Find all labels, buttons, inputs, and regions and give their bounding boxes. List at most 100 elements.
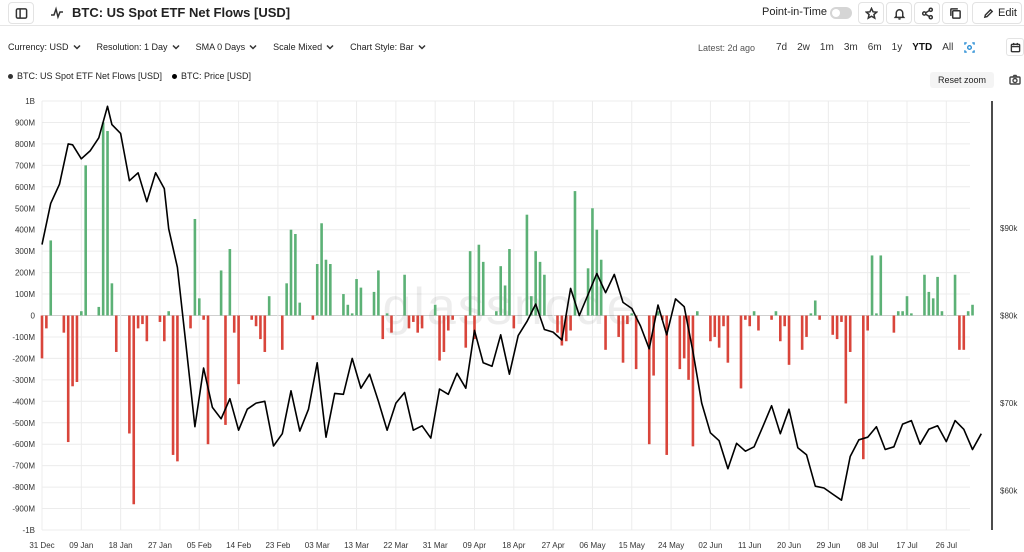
flow-bar: [892, 315, 896, 333]
legend-item-price[interactable]: BTC: Price [USD]: [172, 71, 251, 81]
range-selector: 7d 2w 1m 3m 6m 1y YTD All: [771, 38, 980, 56]
y-tick-label: 600M: [15, 183, 35, 192]
flow-bar: [591, 208, 594, 316]
flow-bar: [569, 315, 572, 331]
flow-bar: [560, 315, 564, 346]
calendar-icon: [1010, 42, 1020, 52]
x-tick-label: 27 Jan: [148, 541, 172, 550]
flow-bar: [953, 274, 957, 316]
flow-bar: [224, 315, 227, 425]
flow-bar: [840, 315, 843, 322]
flow-bar: [84, 165, 87, 316]
y-tick-label: -600M: [12, 440, 35, 449]
latest-update-label: Latest: 2d ago: [698, 43, 756, 53]
flow-bar: [285, 283, 288, 316]
chart-style-dropdown[interactable]: Chart Style: Bar: [350, 42, 426, 52]
flow-bar: [595, 229, 599, 316]
flow-bar: [433, 304, 437, 316]
date-picker-button[interactable]: [1006, 38, 1024, 56]
point-in-time-label: Point-in-Time: [762, 6, 827, 18]
flow-bar: [739, 315, 743, 389]
flow-bar: [97, 306, 101, 316]
flow-bar: [197, 298, 201, 316]
flow-bar: [403, 274, 406, 316]
flow-bar: [359, 287, 363, 316]
duplicate-button[interactable]: [942, 2, 968, 24]
price-tick-label: $60k: [1000, 487, 1018, 496]
x-tick-label: 09 Jan: [69, 541, 93, 550]
flow-bar: [687, 315, 690, 380]
x-tick-label: 11 Jun: [738, 541, 761, 550]
flow-bar: [499, 266, 503, 316]
flow-bar: [237, 315, 240, 385]
flow-bar: [250, 315, 253, 320]
x-tick-label: 15 May: [619, 541, 645, 550]
flow-bar: [695, 311, 699, 316]
y-tick-label: 100M: [15, 290, 35, 299]
flow-bar: [254, 315, 258, 327]
range-ytd[interactable]: YTD: [912, 41, 933, 53]
copy-icon: [949, 7, 961, 19]
chart-style-dropdown-label: Chart Style: Bar: [350, 42, 414, 52]
currency-dropdown[interactable]: Currency: USD: [8, 42, 81, 52]
flow-bar: [114, 315, 118, 352]
flow-bar: [132, 315, 136, 505]
range-2w[interactable]: 2w: [797, 41, 810, 53]
flow-bar: [468, 251, 472, 316]
currency-dropdown-label: Currency: USD: [8, 42, 69, 52]
flow-bar: [564, 315, 568, 342]
legend-item-flows[interactable]: BTC: US Spot ETF Net Flows [USD]: [8, 71, 162, 81]
flow-bar: [617, 315, 620, 337]
range-1y[interactable]: 1y: [891, 41, 903, 53]
flow-bar: [346, 304, 350, 316]
sidebar-toggle-button[interactable]: [8, 2, 34, 24]
y-tick-label: 500M: [15, 204, 35, 213]
sma-dropdown[interactable]: SMA 0 Days: [196, 42, 258, 52]
flow-bar: [556, 315, 559, 333]
flow-bar: [141, 315, 144, 325]
flow-bar: [45, 315, 48, 329]
flow-bar: [412, 315, 415, 322]
share-button[interactable]: [914, 2, 940, 24]
scale-dropdown[interactable]: Scale Mixed: [273, 42, 334, 52]
x-tick-label: 26 Jul: [936, 541, 958, 550]
x-tick-label: 03 Mar: [305, 541, 330, 550]
reset-zoom-button[interactable]: Reset zoom: [930, 72, 994, 88]
y-tick-label: 700M: [15, 161, 35, 170]
flow-bar: [652, 315, 655, 376]
flow-bar: [193, 218, 197, 316]
favorite-button[interactable]: [858, 2, 884, 24]
flow-bar: [75, 315, 79, 382]
chart-plot[interactable]: 1B 900M 800M 700M 600M 500M 400M 300M 200M 100M 0 -…: [0, 92, 1024, 552]
share-icon: [921, 6, 933, 20]
flow-bar: [71, 315, 74, 387]
x-tick-label: 05 Feb: [187, 541, 212, 550]
price-line: [41, 105, 982, 502]
zoom-select-button[interactable]: [958, 38, 980, 56]
flow-bar: [473, 315, 476, 340]
y-tick-label: 900M: [15, 118, 35, 127]
flow-bar: [438, 315, 441, 361]
point-in-time-toggle[interactable]: [830, 7, 852, 19]
flow-bar: [604, 315, 607, 350]
screenshot-button[interactable]: [1006, 71, 1024, 89]
edit-button[interactable]: Edit: [972, 2, 1022, 24]
flow-bar: [875, 313, 878, 316]
top-bar: BTC: US Spot ETF Net Flows [USD] Point-i…: [0, 0, 1024, 26]
sidebar-icon: [15, 7, 27, 19]
chart-legend: BTC: US Spot ETF Net Flows [USD] BTC: Pr…: [8, 71, 251, 81]
range-1m[interactable]: 1m: [819, 41, 834, 53]
range-3m[interactable]: 3m: [843, 41, 858, 53]
flow-bar: [219, 270, 223, 316]
flow-bar: [901, 311, 904, 316]
range-all[interactable]: All: [942, 41, 954, 53]
resolution-dropdown[interactable]: Resolution: 1 Day: [97, 42, 180, 52]
alert-button[interactable]: [886, 2, 912, 24]
flow-bar: [294, 233, 297, 316]
x-tick-label: 13 Mar: [344, 541, 369, 550]
flow-bar: [779, 315, 782, 342]
flow-bar: [259, 315, 262, 340]
range-6m[interactable]: 6m: [867, 41, 882, 53]
range-7d[interactable]: 7d: [776, 41, 788, 53]
flow-bar: [774, 311, 778, 316]
